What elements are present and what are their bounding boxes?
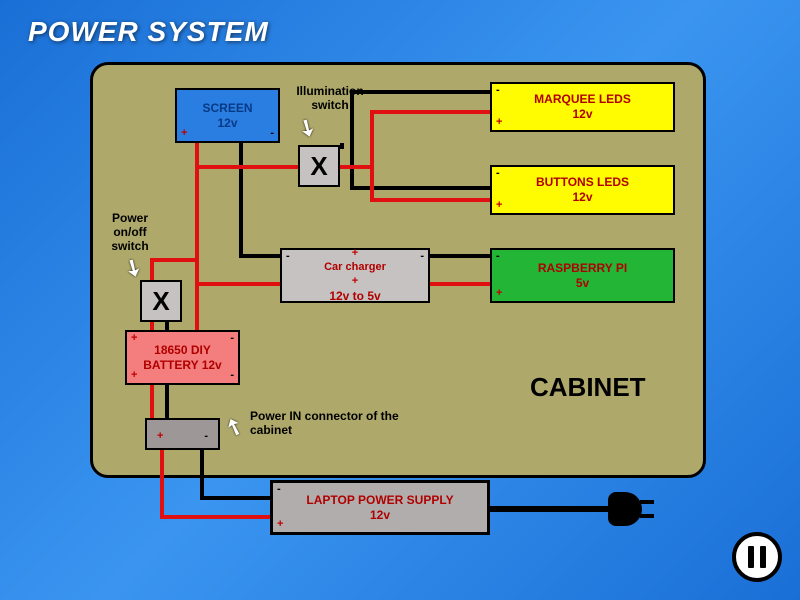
pause-button[interactable] (732, 532, 782, 582)
wire-pos (160, 515, 273, 519)
wire-neg (428, 254, 493, 258)
power-in-connector-label: Power IN connector of the cabinet (250, 410, 400, 438)
terminal-minus-icon: - (270, 127, 274, 141)
terminal-plus-icon: + (496, 199, 502, 213)
terminal-plus-icon: + (324, 247, 386, 261)
terminal-plus-icon: + (496, 116, 502, 130)
terminal-minus-icon: - (230, 369, 234, 383)
wire-pos (195, 143, 199, 333)
wire-pos (195, 165, 303, 169)
wire-pos (370, 110, 495, 114)
terminal-plus-icon: + (324, 275, 386, 289)
screen-label: SCREEN (202, 101, 252, 116)
switch-x-icon: X (152, 286, 169, 317)
battery-label: 18650 DIY (154, 343, 211, 358)
wire-pos (160, 450, 164, 515)
wire-neg (200, 496, 273, 500)
pause-icon (748, 546, 754, 568)
illumination-switch-label: Illumination switch (285, 85, 375, 113)
terminal-minus-icon: - (496, 250, 500, 264)
pause-icon (760, 546, 766, 568)
power-in-connector-box: + - (145, 418, 220, 450)
wire-pos (428, 282, 493, 286)
power-switch[interactable]: X (140, 280, 182, 322)
wire-neg (340, 143, 344, 149)
terminal-minus-icon: - (230, 332, 234, 346)
battery-volt: BATTERY 12v (143, 358, 221, 373)
terminal-plus-icon: + (131, 369, 137, 383)
terminal-plus-icon: + (157, 430, 163, 444)
terminal-minus-icon: - (204, 430, 208, 444)
psu-volt: 12v (370, 508, 390, 523)
buttons-leds-box: BUTTONS LEDS 12v - + (490, 165, 675, 215)
wire-pos (370, 110, 374, 202)
screen-box: SCREEN 12v + - (175, 88, 280, 143)
terminal-minus-icon: - (286, 250, 290, 264)
wire-neg (239, 143, 243, 258)
battery-box: 18650 DIY BATTERY 12v + - + - (125, 330, 240, 385)
screen-volt: 12v (217, 116, 237, 131)
page-title: POWER SYSTEM (28, 16, 269, 48)
rpi-label: RASPBERRY PI (538, 261, 627, 276)
wire-pos (150, 258, 199, 262)
car-charger-box: - - + Car charger + 12v to 5v (280, 248, 430, 303)
terminal-plus-icon: + (131, 332, 137, 346)
illumination-switch[interactable]: X (298, 145, 340, 187)
laptop-psu-box: LAPTOP POWER SUPPLY 12v - + (270, 480, 490, 535)
terminal-plus-icon: + (277, 518, 283, 532)
cabinet-label: CABINET (530, 372, 646, 403)
terminal-plus-icon: + (496, 287, 502, 301)
terminal-plus-icon: + (181, 127, 187, 141)
wire-pos (340, 165, 374, 169)
terminal-minus-icon: - (496, 84, 500, 98)
charger-label: Car charger (324, 261, 386, 275)
buttons-volt: 12v (572, 190, 592, 205)
marquee-label: MARQUEE LEDS (534, 92, 631, 107)
wire-pos (150, 385, 154, 421)
wire-neg (239, 254, 284, 258)
wire-neg (165, 385, 169, 421)
marquee-volt: 12v (572, 107, 592, 122)
psu-label: LAPTOP POWER SUPPLY (306, 493, 453, 508)
terminal-minus-icon: - (420, 250, 424, 264)
rpi-volt: 5v (576, 276, 589, 291)
terminal-minus-icon: - (496, 167, 500, 181)
power-switch-label: Power on/off switch (100, 212, 160, 253)
wire-pos (195, 282, 285, 286)
buttons-label: BUTTONS LEDS (536, 175, 629, 190)
wall-plug-icon (608, 490, 663, 530)
charger-volt: 12v to 5v (329, 289, 380, 304)
raspberry-pi-box: RASPBERRY PI 5v - + (490, 248, 675, 303)
wire-pos (370, 198, 495, 202)
switch-x-icon: X (310, 151, 327, 182)
charger-temp: + Car charger + (324, 247, 386, 288)
wire-neg (200, 450, 204, 500)
marquee-leds-box: MARQUEE LEDS 12v - + (490, 82, 675, 132)
terminal-minus-icon: - (277, 483, 281, 497)
